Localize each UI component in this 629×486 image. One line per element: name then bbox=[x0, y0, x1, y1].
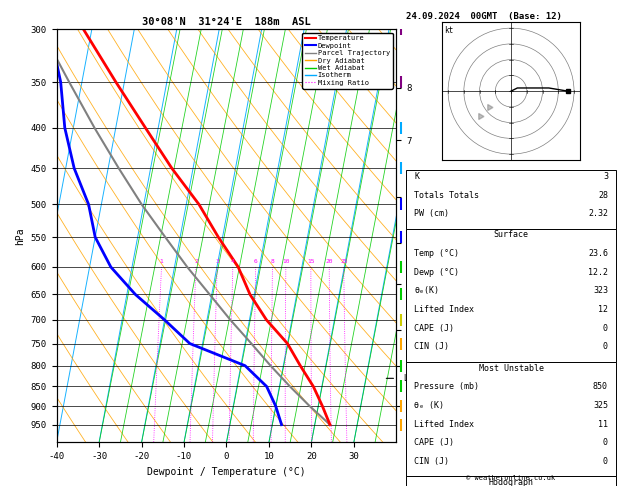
Text: CAPE (J): CAPE (J) bbox=[414, 324, 454, 333]
Text: 28: 28 bbox=[598, 191, 608, 200]
Text: CAPE (J): CAPE (J) bbox=[414, 438, 454, 447]
Text: 8: 8 bbox=[270, 259, 274, 264]
Bar bbox=[406, 228, 616, 362]
Text: 0: 0 bbox=[603, 438, 608, 447]
Text: Hodograph: Hodograph bbox=[489, 478, 533, 486]
Text: 3: 3 bbox=[603, 172, 608, 181]
X-axis label: Dewpoint / Temperature (°C): Dewpoint / Temperature (°C) bbox=[147, 467, 306, 477]
Text: 12: 12 bbox=[598, 305, 608, 314]
Text: 2: 2 bbox=[194, 259, 198, 264]
Text: Temp (°C): Temp (°C) bbox=[414, 249, 459, 258]
Text: 24.09.2024  00GMT  (Base: 12): 24.09.2024 00GMT (Base: 12) bbox=[406, 12, 562, 21]
Text: 25: 25 bbox=[340, 259, 348, 264]
Bar bbox=[406, 362, 616, 476]
Legend: Temperature, Dewpoint, Parcel Trajectory, Dry Adiabat, Wet Adiabat, Isotherm, Mi: Temperature, Dewpoint, Parcel Trajectory… bbox=[303, 33, 392, 88]
Text: Pressure (mb): Pressure (mb) bbox=[414, 382, 479, 391]
Text: 11: 11 bbox=[598, 419, 608, 429]
Text: 23.6: 23.6 bbox=[588, 249, 608, 258]
Text: θₑ (K): θₑ (K) bbox=[414, 401, 444, 410]
Y-axis label: hPa: hPa bbox=[15, 227, 25, 244]
Text: 6: 6 bbox=[253, 259, 257, 264]
Text: 4: 4 bbox=[231, 259, 235, 264]
Text: PW (cm): PW (cm) bbox=[414, 209, 449, 218]
Text: Dewp (°C): Dewp (°C) bbox=[414, 268, 459, 277]
Text: CIN (J): CIN (J) bbox=[414, 343, 449, 351]
Text: 2.32: 2.32 bbox=[588, 209, 608, 218]
Text: 850: 850 bbox=[593, 382, 608, 391]
Text: kt: kt bbox=[445, 26, 454, 35]
Bar bbox=[406, 476, 616, 486]
Text: K: K bbox=[414, 172, 419, 181]
Bar bbox=[406, 170, 616, 228]
Text: 10: 10 bbox=[282, 259, 289, 264]
Text: 15: 15 bbox=[307, 259, 314, 264]
Text: 12.2: 12.2 bbox=[588, 268, 608, 277]
Text: θₑ(K): θₑ(K) bbox=[414, 286, 439, 295]
Text: 20: 20 bbox=[325, 259, 333, 264]
Text: Totals Totals: Totals Totals bbox=[414, 191, 479, 200]
Text: 1: 1 bbox=[160, 259, 164, 264]
Text: LCL: LCL bbox=[403, 374, 417, 383]
Title: 30°08'N  31°24'E  188m  ASL: 30°08'N 31°24'E 188m ASL bbox=[142, 17, 311, 27]
Text: 0: 0 bbox=[603, 343, 608, 351]
Text: 325: 325 bbox=[593, 401, 608, 410]
Text: 323: 323 bbox=[593, 286, 608, 295]
Text: Surface: Surface bbox=[494, 230, 528, 240]
Text: 0: 0 bbox=[603, 324, 608, 333]
Text: © weatheronline.co.uk: © weatheronline.co.uk bbox=[466, 475, 555, 481]
Text: Most Unstable: Most Unstable bbox=[479, 364, 543, 373]
Y-axis label: km
ASL: km ASL bbox=[413, 227, 432, 244]
Text: CIN (J): CIN (J) bbox=[414, 457, 449, 466]
Text: 0: 0 bbox=[603, 457, 608, 466]
Text: Lifted Index: Lifted Index bbox=[414, 419, 474, 429]
Text: 3: 3 bbox=[215, 259, 219, 264]
Text: Lifted Index: Lifted Index bbox=[414, 305, 474, 314]
